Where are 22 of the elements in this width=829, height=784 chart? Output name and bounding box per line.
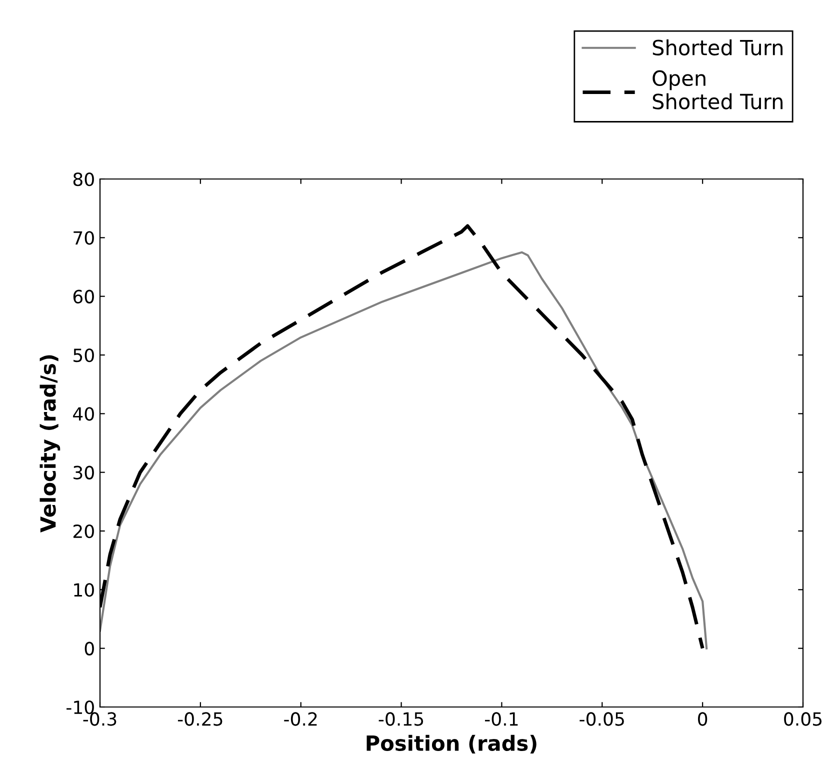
y-tick-label: 30 (74, 466, 94, 480)
x-tick-label: -0.2 (284, 712, 317, 726)
y-tick-label: 0 (84, 642, 94, 656)
y-tick-label: 80 (73, 172, 94, 186)
x-tick-label: -0.15 (378, 712, 424, 726)
y-tick-label: 20 (73, 524, 94, 538)
y-tick-label: 10 (74, 583, 94, 597)
x-tick-label: -0.3 (83, 712, 116, 726)
x-tick-label: -0.1 (484, 712, 518, 726)
x-tick-label: -0.05 (580, 712, 624, 726)
x-axis-title: Position (rads) (366, 734, 536, 754)
legend-label: Shorted Turn (652, 39, 782, 56)
y-tick-label: 60 (73, 290, 94, 304)
y-axis-title: Velocity (rad/s) (40, 355, 60, 532)
legend-label: Open Shorted Turn (652, 70, 782, 110)
y-tick-label: 70 (74, 231, 94, 245)
y-tick-label: -10 (66, 700, 94, 714)
y-tick-label: 50 (74, 348, 94, 362)
x-tick-label: 0 (698, 712, 708, 726)
x-tick-label: -0.25 (178, 712, 222, 726)
x-tick-label: 0.05 (784, 712, 822, 726)
y-tick-label: 40 (73, 407, 94, 421)
